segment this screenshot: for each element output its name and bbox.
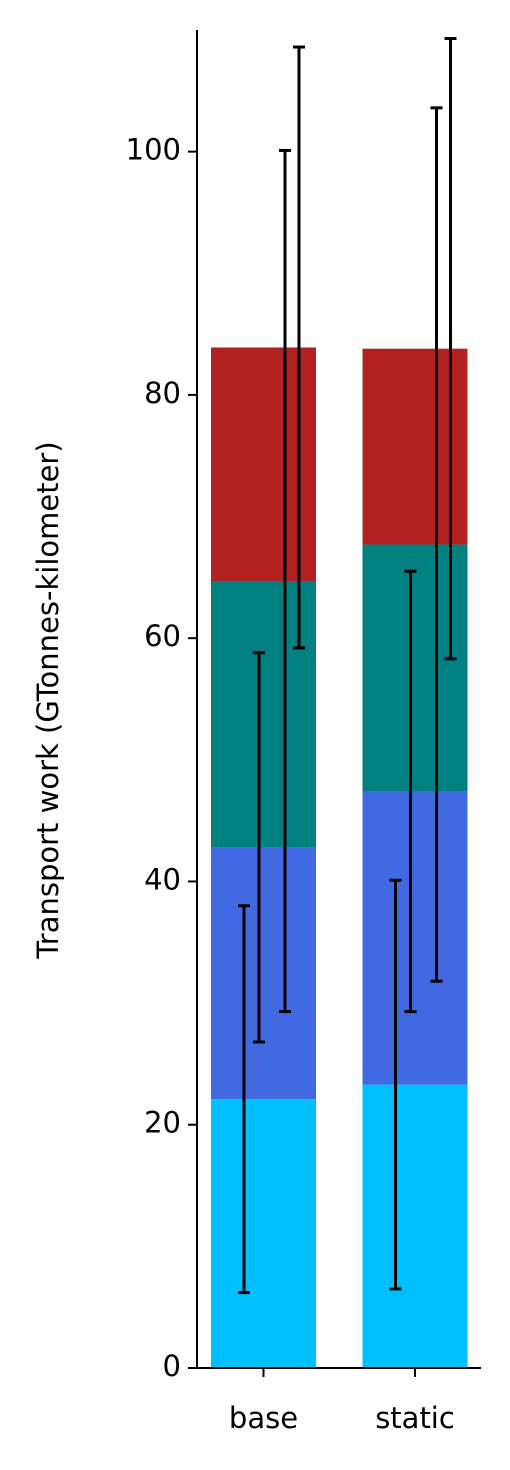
- y-tick-label: 80: [144, 376, 181, 410]
- y-tick-label: 100: [126, 133, 181, 167]
- y-tick-label: 20: [144, 1106, 181, 1140]
- bar-segment: [362, 791, 468, 1085]
- error-bar: [279, 148, 291, 1014]
- y-axis-label: Transport work (GTonnes-kilometer): [31, 441, 65, 959]
- error-bar: [444, 37, 457, 661]
- x-tick-label: base: [229, 1401, 298, 1435]
- error-bar: [238, 904, 250, 1295]
- error-bar: [430, 106, 443, 983]
- y-tick-label: 0: [163, 1349, 181, 1383]
- bar-segment: [211, 847, 316, 1100]
- x-tick-label: static: [375, 1401, 455, 1435]
- error-bar: [293, 45, 305, 650]
- y-tick-label: 40: [144, 862, 181, 896]
- error-bar: [253, 651, 265, 1044]
- y-tick-label: 60: [144, 619, 181, 653]
- bar-segment: [211, 1099, 316, 1368]
- bar-segment: [362, 1084, 468, 1368]
- error-bar: [404, 569, 417, 1014]
- error-bar: [389, 878, 402, 1291]
